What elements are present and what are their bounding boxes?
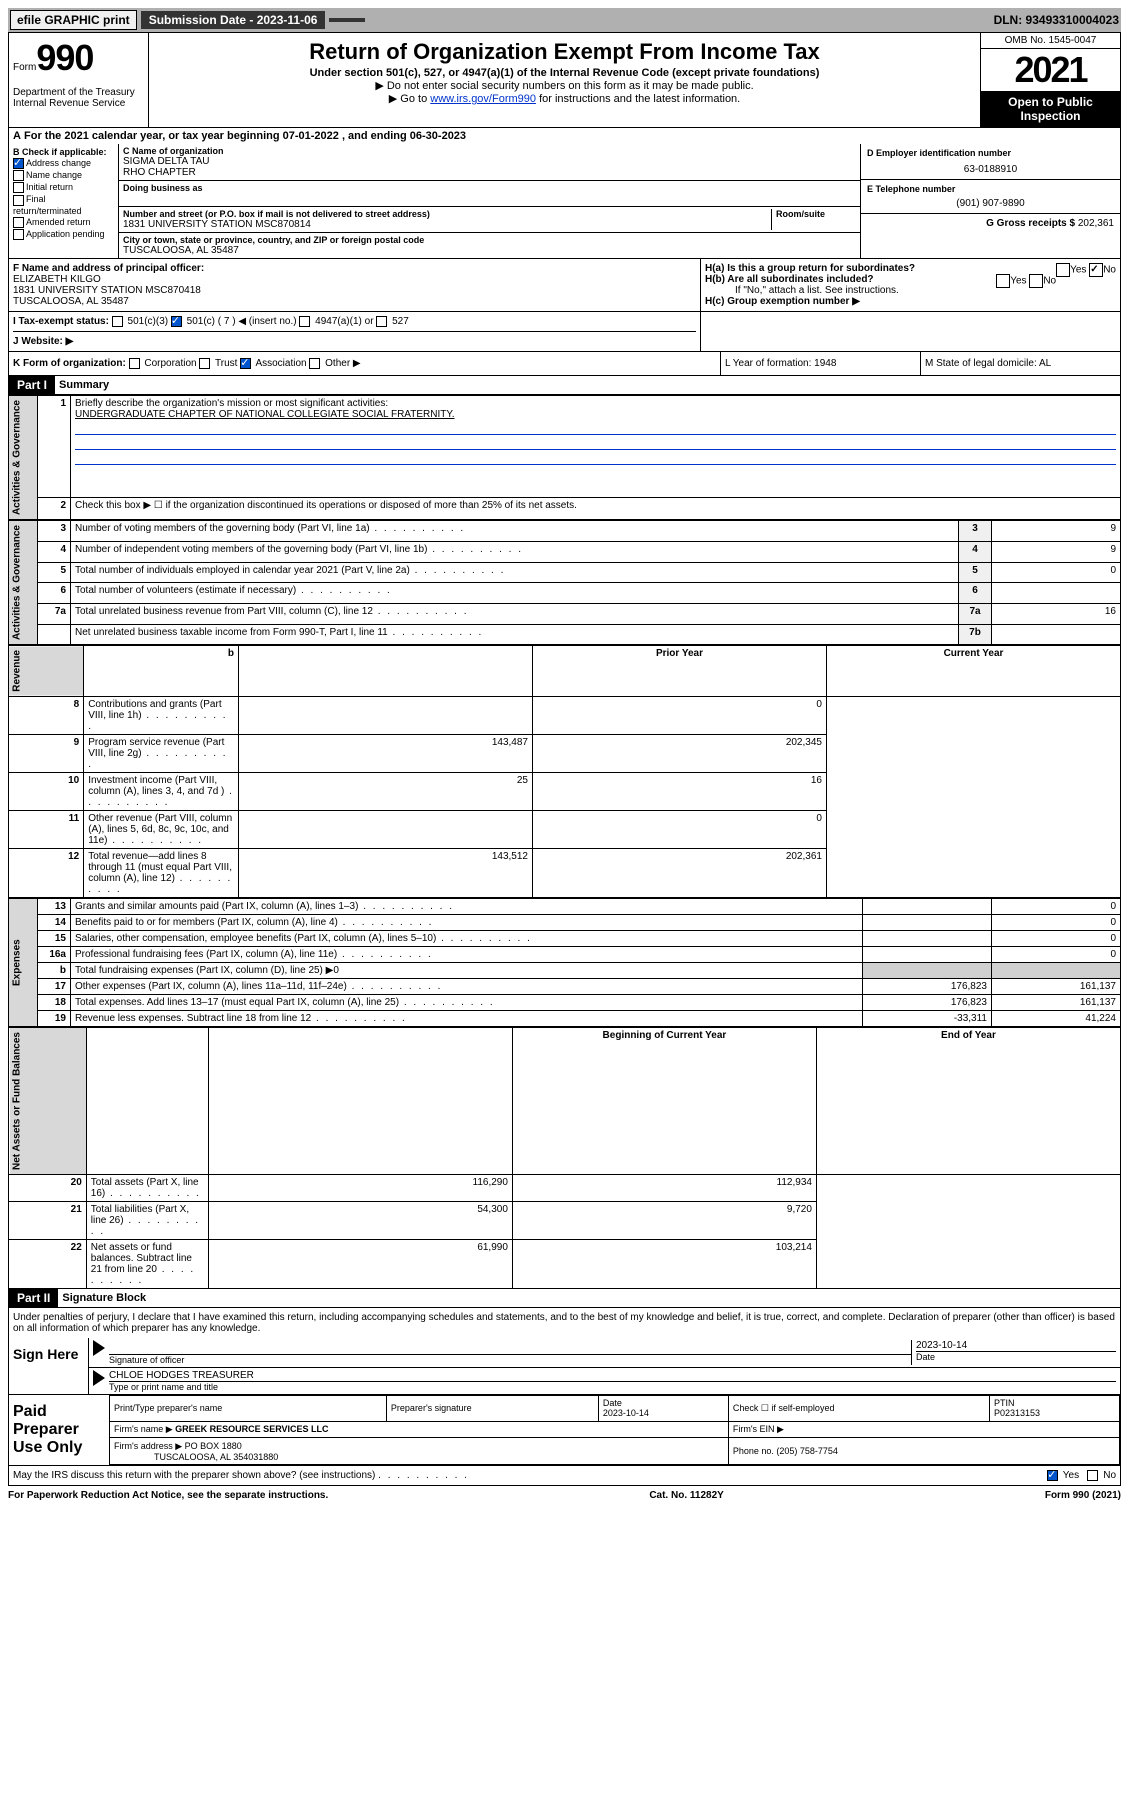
- irs-no[interactable]: [1087, 1470, 1098, 1481]
- principal-officer: F Name and address of principal officer:…: [9, 259, 700, 311]
- org-city: TUSCALOOSA, AL 35487: [123, 245, 856, 256]
- mission: UNDERGRADUATE CHAPTER OF NATIONAL COLLEG…: [75, 409, 455, 420]
- firm-name: GREEK RESOURCE SERVICES LLC: [175, 1424, 328, 1434]
- firm-phone: Phone no. (205) 758-7754: [728, 1438, 1119, 1465]
- fo-corp[interactable]: [129, 358, 140, 369]
- year-formation: L Year of formation: 1948: [720, 352, 920, 375]
- form-990-number: 990: [36, 37, 93, 78]
- gross-receipts: 202,361: [1078, 218, 1114, 229]
- te-527[interactable]: [376, 316, 387, 327]
- state-domicile: M State of legal domicile: AL: [920, 352, 1120, 375]
- org-name2: RHO CHAPTER: [123, 167, 856, 178]
- dept-treasury: Department of the Treasury Internal Reve…: [13, 87, 144, 109]
- te-501c3[interactable]: [112, 316, 123, 327]
- group-return: H(a) Is this a group return for subordin…: [700, 259, 1120, 311]
- signature-section: Under penalties of perjury, I declare th…: [8, 1308, 1121, 1395]
- tax-year-line: A For the 2021 calendar year, or tax yea…: [8, 128, 1121, 144]
- header-center: Return of Organization Exempt From Incom…: [149, 33, 980, 127]
- submission-date: Submission Date - 2023-11-06: [141, 11, 326, 29]
- cat-no: Cat. No. 11282Y: [649, 1490, 723, 1501]
- phone: (901) 907-9890: [867, 198, 1114, 209]
- penalty-text: Under penalties of perjury, I declare th…: [9, 1308, 1120, 1338]
- part1-header: Part I: [9, 376, 55, 394]
- section-f-h: F Name and address of principal officer:…: [8, 259, 1121, 312]
- col-org: C Name of organization SIGMA DELTA TAU R…: [119, 144, 860, 258]
- ha-no[interactable]: [1089, 263, 1103, 277]
- row-ij: I Tax-exempt status: 501(c)(3) 501(c) ( …: [8, 312, 1121, 352]
- efile-btn[interactable]: efile GRAPHIC print: [10, 10, 137, 30]
- paperwork-notice: For Paperwork Reduction Act Notice, see …: [8, 1490, 328, 1501]
- preparer-label: Paid Preparer Use Only: [9, 1395, 109, 1465]
- governance-lines: Activities & Governance3Number of voting…: [8, 520, 1121, 645]
- summary-table: Activities & Governance 1 Briefly descri…: [8, 395, 1121, 520]
- form-ref: Form 990 (2021): [1045, 1490, 1121, 1501]
- col-b-checks: B Check if applicable: Address change Na…: [9, 144, 119, 258]
- part2-header: Part II: [9, 1289, 58, 1307]
- page-footer: For Paperwork Reduction Act Notice, see …: [8, 1486, 1121, 1505]
- check-name[interactable]: [13, 170, 24, 181]
- col-right-info: D Employer identification number 63-0188…: [860, 144, 1120, 258]
- part1-title: Summary: [55, 377, 113, 393]
- form-subtitle: Under section 501(c), 527, or 4947(a)(1)…: [153, 67, 976, 79]
- fo-trust[interactable]: [199, 358, 210, 369]
- irs-link[interactable]: www.irs.gov/Form990: [430, 93, 536, 105]
- form-header: Form990 Department of the Treasury Inter…: [8, 32, 1121, 128]
- firm-addr: PO BOX 1880: [185, 1441, 242, 1451]
- org-address: 1831 UNIVERSITY STATION MSC870814: [123, 219, 771, 230]
- ptin: P02313153: [994, 1408, 1040, 1418]
- paid-preparer: Paid Preparer Use Only Print/Type prepar…: [8, 1395, 1121, 1466]
- check-amended[interactable]: [13, 217, 24, 228]
- officer-name: CHLOE HODGES TREASURER: [109, 1370, 1116, 1382]
- open-public: Open to Public Inspection: [981, 91, 1120, 127]
- revenue-lines: Revenue b Prior Year Current Year 8Contr…: [8, 645, 1121, 898]
- fo-assoc[interactable]: [240, 358, 251, 369]
- may-irs-discuss: May the IRS discuss this return with the…: [8, 1466, 1121, 1486]
- hb-yes[interactable]: [996, 274, 1010, 288]
- section-bcdeg: B Check if applicable: Address change Na…: [8, 144, 1121, 259]
- omb-number: OMB No. 1545-0047: [981, 33, 1120, 49]
- tax-year: 2021: [981, 49, 1120, 91]
- irs-yes[interactable]: [1047, 1470, 1058, 1481]
- expense-lines: Expenses13Grants and similar amounts pai…: [8, 898, 1121, 1027]
- check-pending[interactable]: [13, 229, 24, 240]
- ein: 63-0188910: [867, 164, 1114, 175]
- part2-title: Signature Block: [58, 1290, 150, 1306]
- arrow-icon: [93, 1370, 105, 1386]
- org-name1: SIGMA DELTA TAU: [123, 156, 856, 167]
- preparer-table: Print/Type preparer's name Preparer's si…: [109, 1395, 1120, 1465]
- net-lines: Net Assets or Fund Balances Beginning of…: [8, 1027, 1121, 1289]
- form-number-box: Form990 Department of the Treasury Inter…: [9, 33, 149, 127]
- vert-revenue: Revenue: [9, 646, 84, 697]
- form-of-org: K Form of organization: Corporation Trus…: [9, 352, 720, 375]
- check-address[interactable]: [13, 158, 24, 169]
- row-klm: K Form of organization: Corporation Trus…: [8, 352, 1121, 376]
- ha-yes[interactable]: [1056, 263, 1070, 277]
- dln: DLN: 93493310004023: [994, 13, 1119, 27]
- te-501c[interactable]: [171, 316, 182, 327]
- fo-other[interactable]: [309, 358, 320, 369]
- vert-governance: Activities & Governance: [9, 396, 38, 520]
- part1-header-row: Part I Summary: [8, 376, 1121, 395]
- vert-net: Net Assets or Fund Balances: [9, 1028, 87, 1175]
- arrow-icon: [93, 1340, 105, 1356]
- check-final[interactable]: [13, 195, 24, 206]
- hb-no[interactable]: [1029, 274, 1043, 288]
- sign-here-label: Sign Here: [9, 1338, 89, 1394]
- form-title: Return of Organization Exempt From Incom…: [153, 39, 976, 65]
- ssn-note: ▶ Do not enter social security numbers o…: [153, 79, 976, 92]
- check-initial[interactable]: [13, 182, 24, 193]
- part2-header-row: Part II Signature Block: [8, 1289, 1121, 1308]
- website-note: ▶ Go to www.irs.gov/Form990 for instruct…: [153, 92, 976, 105]
- te-4947[interactable]: [299, 316, 310, 327]
- top-bar: efile GRAPHIC print Submission Date - 20…: [8, 8, 1121, 32]
- header-right: OMB No. 1545-0047 2021 Open to Public In…: [980, 33, 1120, 127]
- tax-exempt: I Tax-exempt status: 501(c)(3) 501(c) ( …: [9, 312, 700, 351]
